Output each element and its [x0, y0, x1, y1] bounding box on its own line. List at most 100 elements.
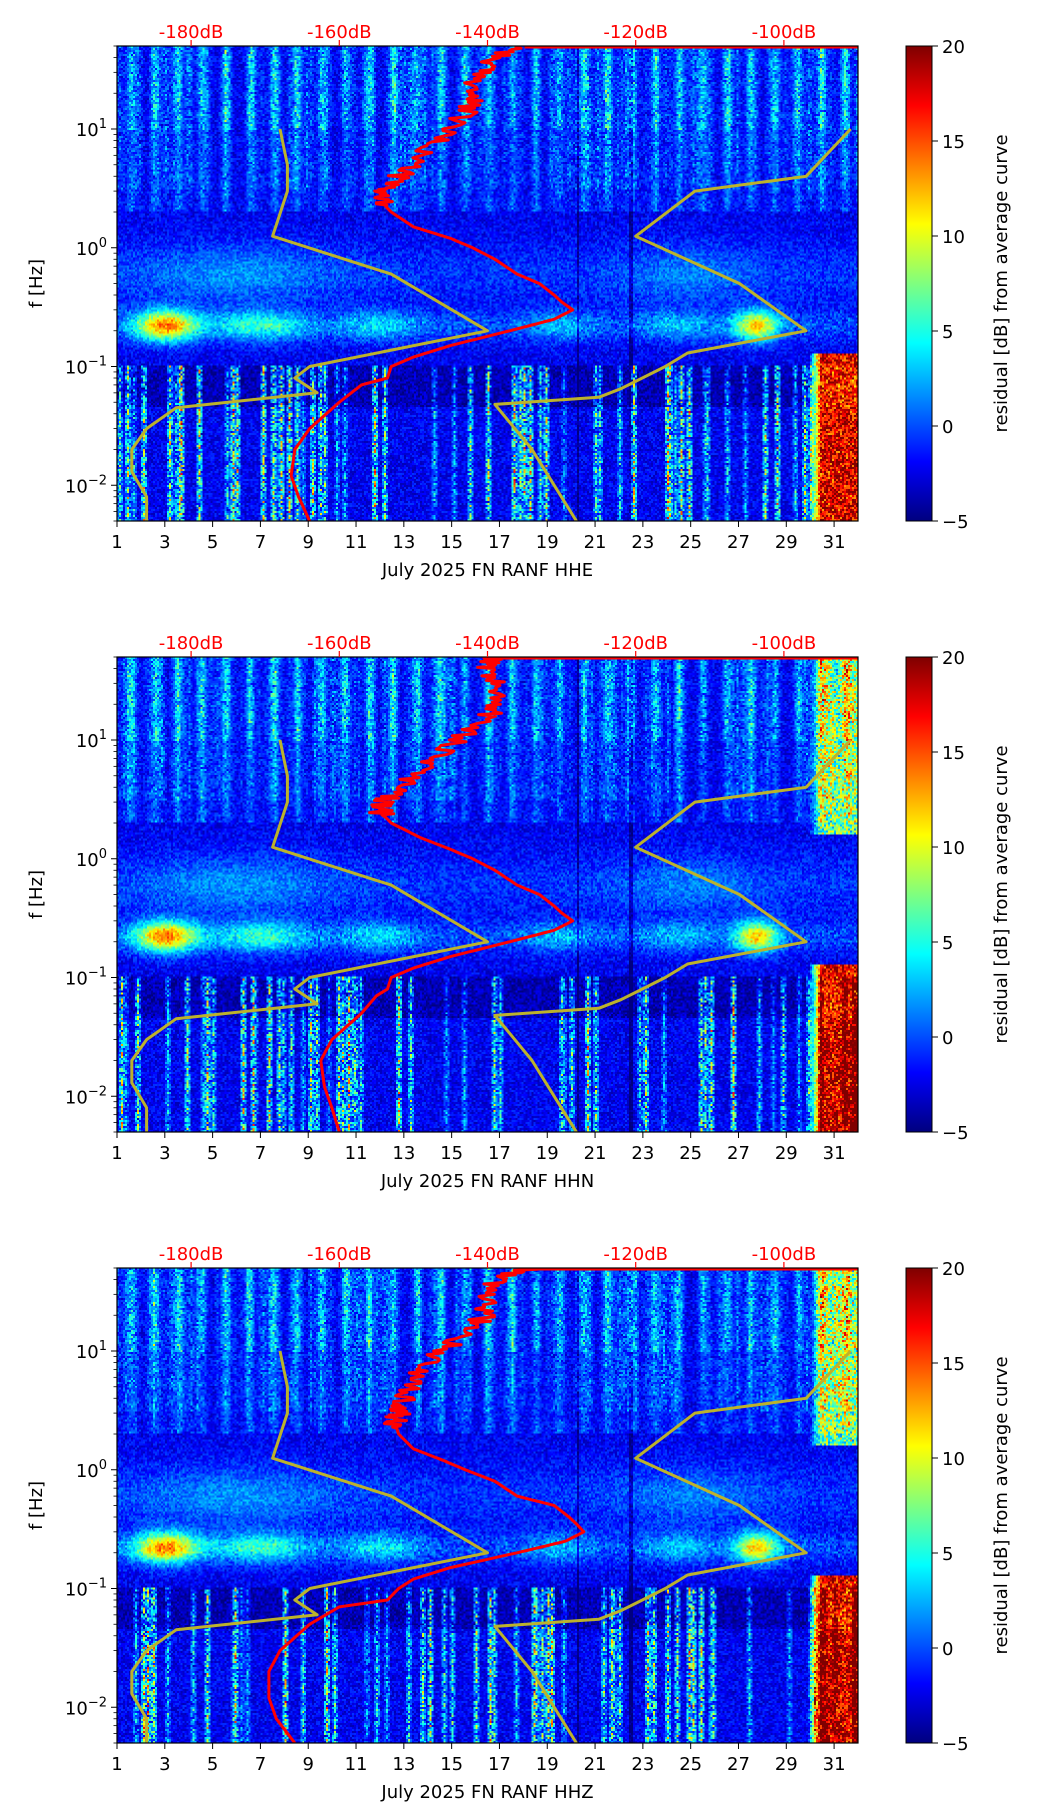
x-tick-label: 25 [679, 1754, 702, 1775]
colorbar-tick-label: 10 [942, 227, 965, 248]
y-tick-label: 101 [76, 1339, 107, 1363]
y-tick-label: 10−1 [65, 1577, 107, 1601]
x-tick-label: 5 [207, 1754, 218, 1775]
x-tick-label: 13 [392, 1754, 415, 1775]
y-tick-label: 10−2 [65, 1695, 107, 1719]
top-db-tick-label: -100dB [752, 1244, 817, 1265]
top-db-tick-label: -160dB [307, 633, 372, 654]
average-psd-curve [289, 46, 575, 521]
x-tick-label: 3 [159, 532, 170, 553]
top-db-tick-label: -160dB [307, 1244, 372, 1265]
x-tick-label: 27 [727, 1143, 750, 1164]
top-db-tick-label: -120dB [603, 22, 668, 43]
x-tick-label: 29 [775, 1143, 798, 1164]
y-axis-label: f [Hz] [26, 870, 47, 919]
x-tick-label: 13 [392, 532, 415, 553]
colorbar-tick-label: 10 [942, 1449, 965, 1470]
x-tick-label: 23 [631, 532, 654, 553]
colorbar-tick-label: 5 [942, 1544, 953, 1565]
x-tick-label: 9 [302, 532, 313, 553]
x-tick-label: 19 [536, 1754, 559, 1775]
colorbar-tick-label: 15 [942, 1354, 965, 1375]
noise-model-nlnm [130, 739, 489, 1132]
top-db-tick-label: -100dB [752, 633, 817, 654]
top-db-tick-label: -120dB [603, 633, 668, 654]
y-tick-label: 10−1 [65, 355, 107, 379]
top-db-tick-label: -120dB [603, 1244, 668, 1265]
x-tick-label: 15 [440, 1754, 463, 1775]
x-tick-label: 29 [775, 532, 798, 553]
x-tick-label: 5 [207, 532, 218, 553]
top-db-tick-label: -140dB [455, 22, 520, 43]
x-tick-label: 15 [440, 1143, 463, 1164]
average-psd-curve [319, 657, 575, 1132]
colorbar: −5 0 5 10 15 20 residual [dB] from average cur… [905, 1259, 1012, 1755]
y-tick-label: 100 [76, 236, 107, 260]
x-tick-label: 11 [345, 532, 368, 553]
x-tick-label: 27 [727, 532, 750, 553]
x-tick-label: 23 [631, 1143, 654, 1164]
colorbar-tick-label: 5 [942, 933, 953, 954]
top-db-tick-label: -180dB [159, 633, 224, 654]
x-tick-label: 21 [584, 532, 607, 553]
x-axis-label: July 2025 FN RANF HHE [381, 560, 593, 581]
spectrogram-heatmap [117, 657, 858, 1132]
noise-model-nhnm [493, 127, 852, 521]
top-db-tick-label: -180dB [159, 1244, 224, 1265]
x-tick-label: 9 [302, 1754, 313, 1775]
colorbar-tick-label: 20 [942, 648, 965, 669]
x-tick-label: 31 [823, 1754, 846, 1775]
colorbar-tick-label: 0 [942, 417, 953, 438]
x-tick-label: 31 [823, 1143, 846, 1164]
x-tick-label: 27 [727, 1754, 750, 1775]
x-tick-label: 3 [159, 1143, 170, 1164]
colorbar-tick-label: 0 [942, 1028, 953, 1049]
top-db-tick-label: -180dB [159, 22, 224, 43]
x-tick-label: 1 [111, 1754, 122, 1775]
colorbar: −5 0 5 10 15 20 residual [dB] from average cur… [905, 648, 1012, 1144]
x-tick-label: 31 [823, 532, 846, 553]
colorbar-gradient [905, 45, 933, 522]
top-db-tick-label: -140dB [455, 1244, 520, 1265]
colorbar: −5 0 5 10 15 20 residual [dB] from average cur… [905, 37, 1012, 533]
colorbar-tick-label: 15 [942, 743, 965, 764]
colorbar-tick-label: −5 [942, 512, 969, 533]
y-tick-label: 100 [76, 1458, 107, 1482]
x-tick-label: 21 [584, 1143, 607, 1164]
x-tick-label: 7 [255, 1143, 266, 1164]
noise-model-nhnm [493, 738, 852, 1132]
x-tick-label: 5 [207, 1143, 218, 1164]
colorbar-tick-label: −5 [942, 1123, 969, 1144]
x-tick-label: 17 [488, 1143, 511, 1164]
y-axis-label: f [Hz] [26, 1481, 47, 1530]
y-tick-label: 10−1 [65, 966, 107, 990]
x-tick-label: 17 [488, 1754, 511, 1775]
colorbar-label: residual [dB] from average curve [991, 134, 1012, 432]
x-tick-label: 15 [440, 532, 463, 553]
x-tick-label: 17 [488, 532, 511, 553]
spectrogram-heatmap [117, 1268, 858, 1743]
y-axis-label: f [Hz] [26, 259, 47, 308]
x-axis-label: July 2025 FN RANF HHZ [380, 1782, 593, 1803]
top-db-tick-label: -100dB [752, 22, 817, 43]
x-tick-label: 3 [159, 1754, 170, 1775]
x-tick-label: 23 [631, 1754, 654, 1775]
colorbar-tick-label: 20 [942, 37, 965, 58]
x-tick-label: 19 [536, 1143, 559, 1164]
x-tick-label: 11 [345, 1143, 368, 1164]
top-db-tick-label: -140dB [455, 633, 520, 654]
y-tick-label: 10−2 [65, 473, 107, 497]
x-tick-label: 1 [111, 1143, 122, 1164]
noise-model-nhnm [493, 1349, 852, 1743]
x-tick-label: 19 [536, 532, 559, 553]
noise-model-nlnm [130, 128, 489, 521]
x-tick-label: 25 [679, 532, 702, 553]
x-tick-label: 29 [775, 1754, 798, 1775]
colorbar-label: residual [dB] from average curve [991, 1356, 1012, 1654]
x-tick-label: 25 [679, 1143, 702, 1164]
colorbar-tick-label: 5 [942, 322, 953, 343]
